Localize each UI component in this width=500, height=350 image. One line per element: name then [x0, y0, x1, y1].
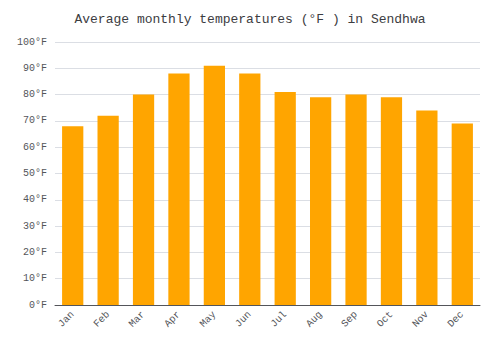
svg-text:Sep: Sep	[339, 309, 359, 329]
svg-text:May: May	[198, 309, 218, 329]
svg-text:100°F: 100°F	[17, 37, 47, 48]
svg-text:Jun: Jun	[233, 309, 253, 329]
svg-text:70°F: 70°F	[23, 115, 47, 126]
svg-text:Nov: Nov	[410, 309, 430, 329]
svg-text:50°F: 50°F	[23, 168, 47, 179]
svg-text:Apr: Apr	[162, 309, 182, 329]
svg-text:0°F: 0°F	[29, 300, 47, 311]
svg-text:80°F: 80°F	[23, 89, 47, 100]
svg-text:90°F: 90°F	[23, 63, 47, 74]
svg-text:Aug: Aug	[304, 309, 324, 329]
svg-text:60°F: 60°F	[23, 142, 47, 153]
svg-text:10°F: 10°F	[23, 273, 47, 284]
svg-text:20°F: 20°F	[23, 247, 47, 258]
svg-text:Mar: Mar	[127, 309, 147, 329]
svg-text:30°F: 30°F	[23, 221, 47, 232]
svg-text:Dec: Dec	[446, 309, 466, 329]
svg-text:Jan: Jan	[56, 309, 76, 329]
svg-text:Jul: Jul	[269, 309, 289, 329]
svg-text:40°F: 40°F	[23, 194, 47, 205]
svg-text:Feb: Feb	[92, 309, 112, 329]
svg-text:Oct: Oct	[375, 309, 395, 329]
svg-text:Average monthly temperatures (: Average monthly temperatures (°F ) in Se…	[74, 12, 425, 27]
